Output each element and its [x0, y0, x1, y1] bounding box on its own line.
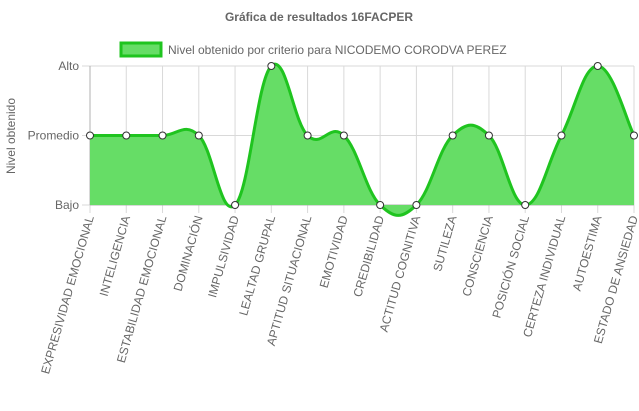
data-point[interactable]	[448, 131, 457, 140]
x-tick-label: SUTILEZA	[430, 214, 459, 273]
x-tick-label: IMPULSIVIDAD	[205, 214, 242, 300]
data-point[interactable]	[122, 131, 131, 140]
data-point[interactable]	[630, 131, 638, 140]
data-point[interactable]	[412, 201, 421, 209]
x-tick-label: EXPRESIVIDAD EMOCIONAL	[38, 214, 97, 376]
chart-title: Gráfica de resultados 16FACPER	[225, 10, 413, 24]
data-point[interactable]	[593, 62, 602, 70]
y-tick-label: Promedio	[28, 129, 80, 143]
legend-label: Nivel obtenido por criterio para NICODEM…	[168, 43, 507, 57]
y-tick-label: Bajo	[55, 198, 79, 212]
data-point[interactable]	[267, 62, 276, 70]
y-ticks: Bajo Promedio Alto	[28, 59, 80, 212]
data-point[interactable]	[339, 131, 348, 140]
x-tick-label: ACTITUD COGNITIVA	[377, 214, 424, 334]
data-point[interactable]	[376, 201, 385, 209]
x-tick-label: AUTOESTIMA	[570, 214, 605, 293]
y-tick-label: Alto	[58, 59, 79, 73]
x-tick-label: CONSCIENCIA	[459, 214, 495, 298]
legend[interactable]: Nivel obtenido por criterio para NICODEM…	[119, 41, 507, 58]
data-point[interactable]	[86, 131, 94, 140]
data-point[interactable]	[484, 131, 493, 140]
legend-swatch	[119, 41, 163, 58]
x-ticks: EXPRESIVIDAD EMOCIONAL INTELIGENCIAESTABI…	[38, 213, 639, 375]
data-point[interactable]	[303, 131, 312, 140]
series-area	[90, 64, 634, 216]
x-tick-label: LEALTAD GRUPAL	[236, 214, 278, 318]
x-tick-label: CREDIBILIDAD	[350, 214, 387, 299]
data-point[interactable]	[557, 131, 566, 140]
x-tick-label: POSICIÓN SOCIAL	[488, 213, 532, 319]
data-point[interactable]	[521, 201, 530, 209]
x-tick-label: INTELIGENCIA	[97, 214, 133, 298]
x-tick-label: EMOTIVIDAD	[317, 214, 351, 290]
x-tick-label: DOMINACIÓN	[170, 214, 206, 293]
y-axis-label: Nivel obtenido	[4, 98, 18, 174]
data-point[interactable]	[158, 131, 167, 140]
data-point[interactable]	[231, 201, 240, 209]
plot-area	[86, 62, 638, 217]
data-point[interactable]	[194, 131, 203, 140]
